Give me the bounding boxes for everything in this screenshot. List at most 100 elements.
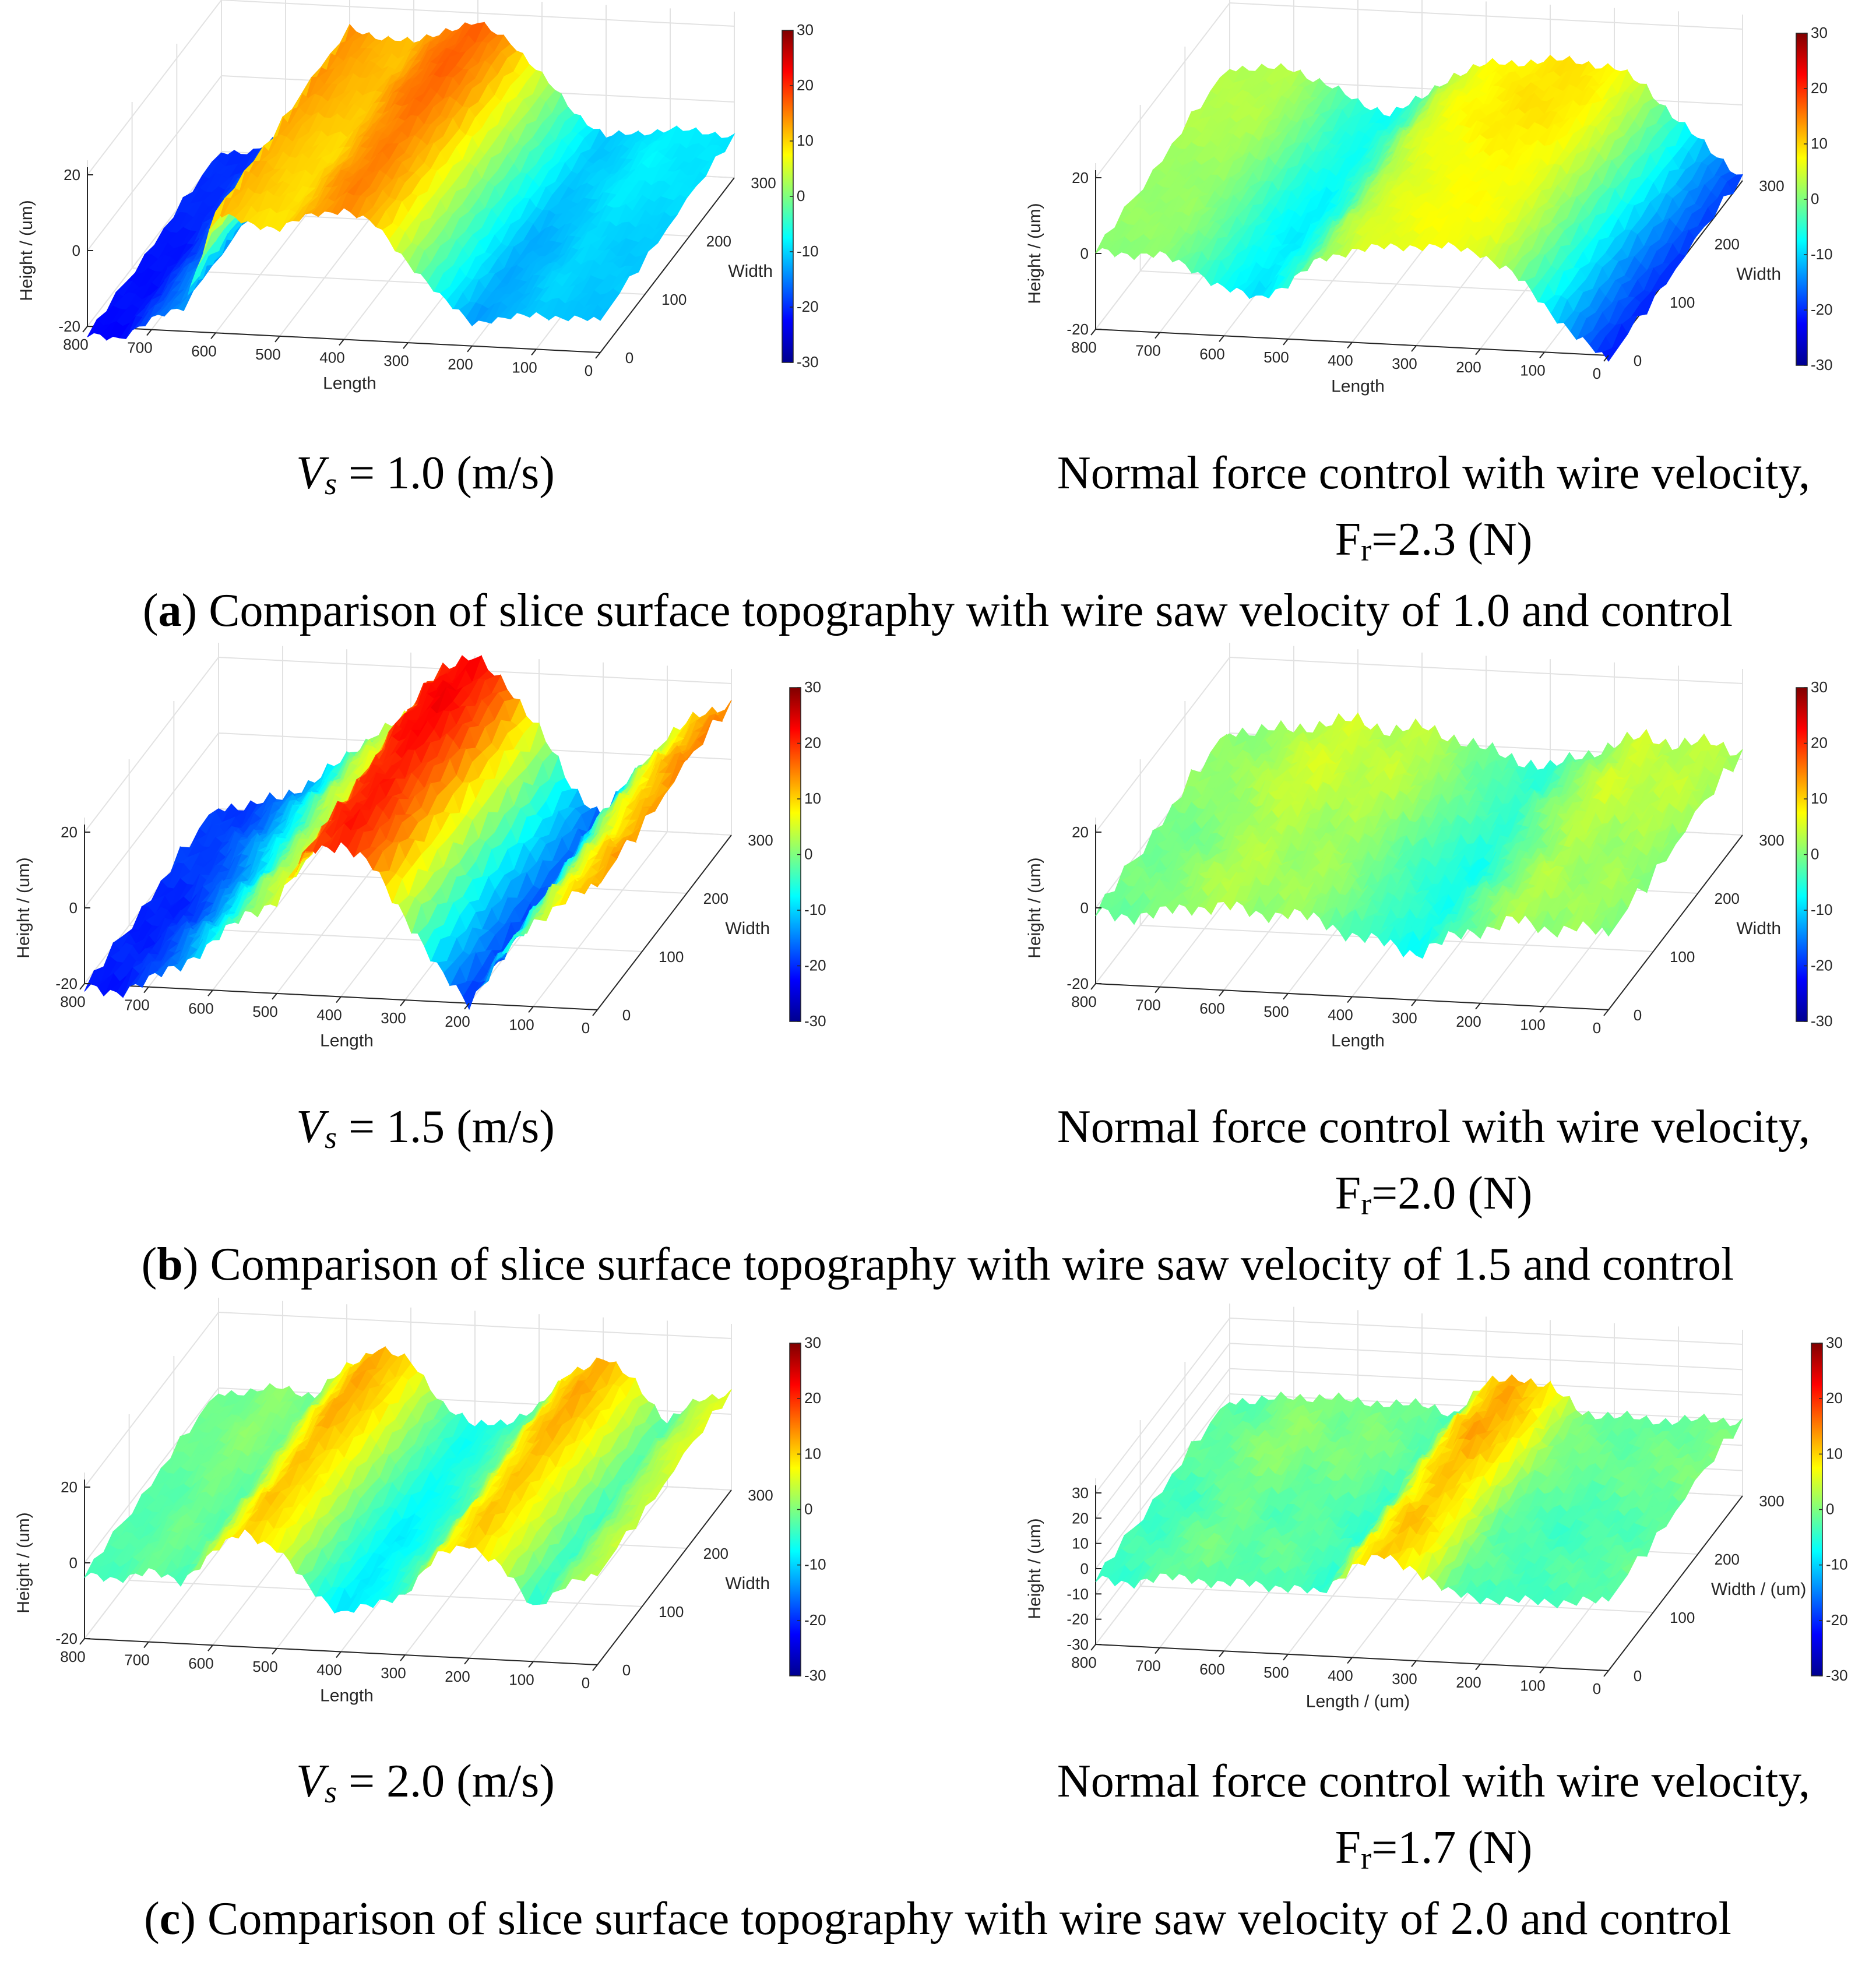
x-tick [1219, 335, 1224, 342]
x-tick [1603, 1009, 1609, 1016]
x-tick [1219, 989, 1224, 996]
x-tick [1411, 345, 1417, 352]
colorbar-tick-label: 10 [1811, 790, 1828, 807]
colorbar-tick-label: 10 [1811, 135, 1828, 152]
z-tick-label: 0 [72, 242, 80, 259]
x-tick [1155, 332, 1160, 339]
colorbar-tick-label: -30 [1811, 356, 1833, 374]
x-tick-label: 200 [445, 1013, 470, 1030]
y-tick-label: 300 [748, 832, 773, 849]
x-tick [400, 999, 406, 1006]
x-tick-label: 0 [582, 1019, 590, 1037]
colorbar-tick-label: 30 [797, 21, 814, 38]
x-tick [595, 352, 601, 359]
x-axis-label: Length [320, 1031, 374, 1051]
z-tick-label: -20 [1067, 320, 1089, 338]
x-tick-label: 700 [1135, 342, 1160, 360]
width-axis [597, 834, 732, 1010]
y-tick-label: 200 [1715, 235, 1740, 253]
x-tick-label: 700 [127, 339, 152, 357]
colorbar-tick-label: -10 [797, 242, 819, 260]
x-tick-label: 600 [1199, 999, 1224, 1017]
x-tick [143, 987, 149, 994]
z-tick-label: 0 [69, 899, 78, 917]
colorbar-tick-label: 30 [804, 678, 821, 696]
surface-plot-c-left: 800 700 600 500 400 300 200 100 00100200300200-2… [14, 1298, 826, 1706]
grid-line [87, 0, 735, 175]
x-tick [274, 336, 280, 343]
colorbar-tick-label: 10 [804, 790, 821, 807]
y-tick-label: 200 [703, 890, 728, 907]
z-tick-label: 0 [1080, 245, 1089, 262]
colorbar-tick-label: -10 [1811, 901, 1833, 918]
colorbar-tick-label: 20 [797, 76, 814, 94]
y-tick-label: 200 [706, 233, 731, 250]
surface-mesh [1095, 712, 1743, 959]
x-tick [1283, 339, 1289, 346]
z-axis-label: Height / (um) [14, 857, 33, 958]
x-tick-label: 500 [255, 346, 280, 363]
width-axis [600, 177, 735, 353]
colorbar-tick-label: 20 [804, 734, 821, 752]
x-axis-label: Length [1331, 1031, 1385, 1051]
x-tick-label: 600 [191, 342, 216, 360]
colorbar-tick-label: -20 [1811, 957, 1833, 974]
surface-plot-a-right: 800 700 600 500 400 300 200 100 00100200300200-2… [1025, 0, 1833, 396]
x-tick-label: 600 [188, 999, 213, 1017]
colorbar-tick-label: -30 [1811, 1012, 1833, 1030]
x-tick [1411, 999, 1417, 1006]
colorbar-tick-label: -30 [804, 1012, 826, 1030]
x-tick-label: 100 [509, 1016, 534, 1033]
z-axis-label: Height / (um) [1025, 203, 1044, 304]
surface-plot-b-right: 800 700 600 500 400 300 200 100 00100200300200-2… [1025, 643, 1833, 1051]
y-tick-label: 300 [1759, 177, 1784, 195]
y-tick-label: 200 [1715, 890, 1740, 907]
surface-mesh [84, 1346, 732, 1614]
y-axis-label: Width [1736, 919, 1781, 938]
y-tick-label: 300 [1759, 832, 1784, 849]
x-tick-label: 0 [1593, 365, 1601, 382]
surface-mesh [84, 654, 732, 1010]
colorbar-tick-label: -10 [1811, 245, 1833, 263]
colorbar-tick-label: 20 [1811, 734, 1828, 752]
x-tick-label: 200 [448, 355, 473, 373]
x-tick-label: 400 [319, 349, 344, 367]
x-tick-label: 500 [1263, 348, 1289, 366]
x-tick-label: 800 [1071, 993, 1096, 1010]
surface-mesh [87, 22, 735, 341]
z-axis-label: Height / (um) [1025, 857, 1044, 958]
colorbar-tick-label: 20 [1811, 79, 1828, 97]
z-tick-label: 20 [1072, 169, 1089, 186]
y-axis-label: Width [728, 262, 773, 281]
x-tick [528, 1006, 534, 1013]
x-tick [339, 339, 344, 346]
x-tick-label: 700 [1135, 996, 1160, 1014]
x-tick [336, 996, 342, 1003]
x-tick-label: 700 [124, 996, 149, 1014]
x-tick [1283, 993, 1289, 1000]
x-tick-label: 200 [1456, 1013, 1481, 1030]
z-tick-label: -20 [58, 318, 80, 335]
x-tick-label: 100 [512, 358, 537, 376]
x-tick-label: 800 [1071, 339, 1096, 356]
x-tick-label: 400 [316, 1006, 342, 1024]
x-tick [1347, 996, 1353, 1003]
x-tick-label: 800 [60, 993, 85, 1010]
x-tick [79, 983, 85, 990]
surface-plot-a-left: 800 700 600 500 400 300 200 100 00100200300200-2… [17, 0, 819, 393]
colorbar-tick-label: -20 [804, 957, 826, 974]
x-tick-label: 200 [1456, 358, 1481, 376]
x-tick-label: 0 [1593, 1019, 1601, 1037]
x-tick [207, 989, 213, 996]
x-tick [592, 1009, 598, 1016]
x-tick [403, 342, 409, 349]
x-tick-label: 400 [1328, 352, 1353, 369]
colorbar-tick-label: 30 [1811, 678, 1828, 696]
colorbar-tick-label: -20 [1811, 301, 1833, 318]
x-tick-label: 100 [1520, 361, 1545, 379]
x-tick-label: 500 [252, 1003, 277, 1020]
colorbar-tick-label: 10 [797, 132, 814, 149]
